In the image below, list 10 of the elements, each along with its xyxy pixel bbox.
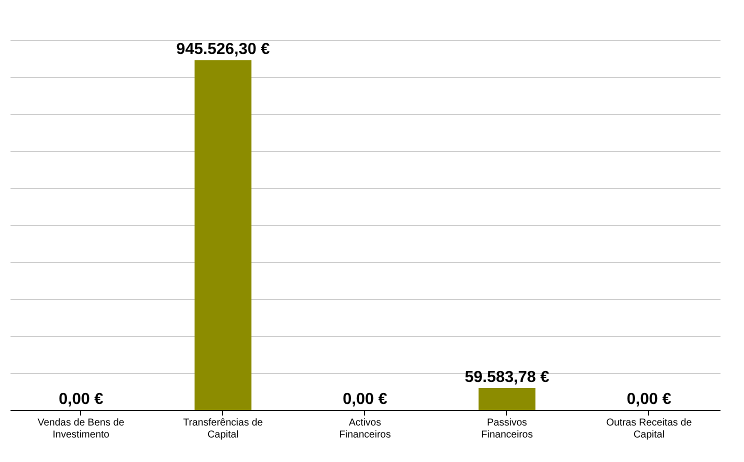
data-label: 0,00 € <box>342 391 388 408</box>
data-label: 59.583,78 € <box>464 368 550 386</box>
x-tick-label: Activos Financeiros <box>339 418 391 440</box>
data-label: 0,00 € <box>58 391 104 408</box>
x-tick-label: Outras Receitas de Capital <box>606 418 692 440</box>
x-tick-label: Passivos Financeiros <box>481 418 533 440</box>
x-tick-label: Transferências de Capital <box>183 418 264 440</box>
data-label: 0,00 € <box>626 391 672 408</box>
x-tick-label: Vendas de Bens de Investimento <box>38 418 125 440</box>
data-label: 945.526,30 € <box>176 41 270 58</box>
